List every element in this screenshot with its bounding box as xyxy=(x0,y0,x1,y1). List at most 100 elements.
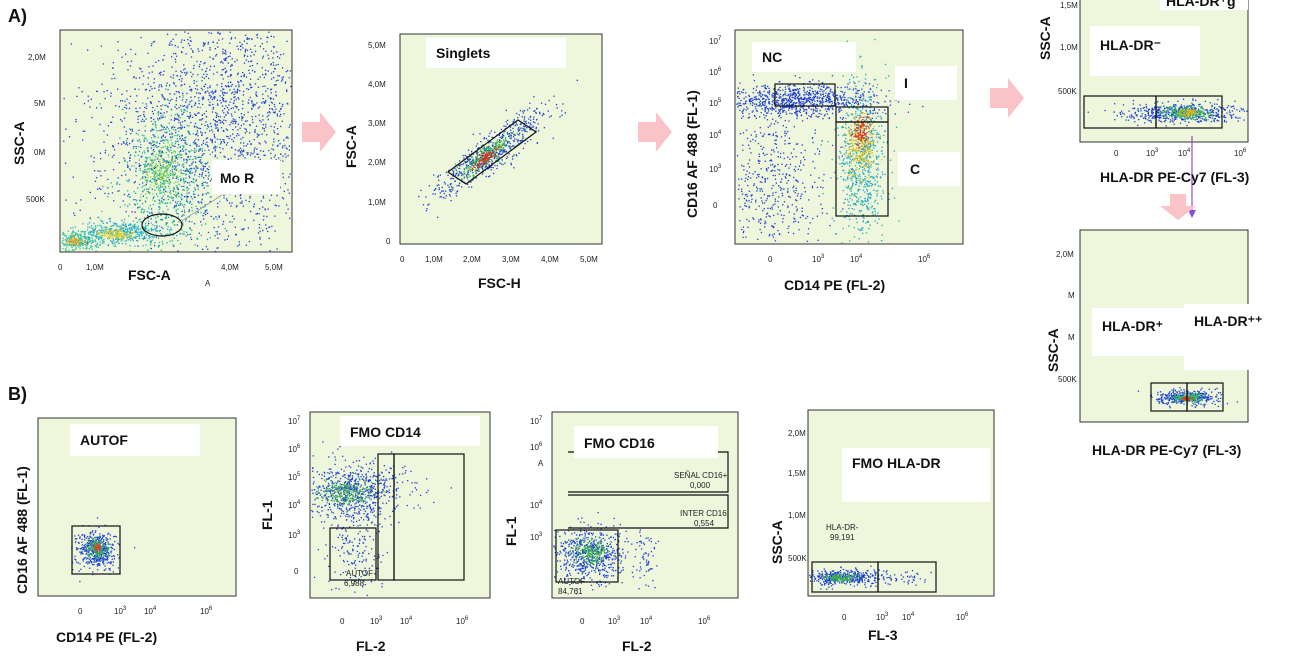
data-point xyxy=(185,162,187,164)
data-point xyxy=(742,92,744,94)
data-point xyxy=(173,83,175,85)
data-point xyxy=(189,89,191,91)
data-point xyxy=(452,174,454,176)
data-point xyxy=(273,111,275,113)
data-point xyxy=(130,129,132,131)
data-point xyxy=(206,212,209,215)
y-axis-label: FSC-A xyxy=(343,125,359,168)
data-point xyxy=(246,49,249,51)
data-point xyxy=(764,107,766,109)
data-point xyxy=(130,133,132,135)
data-point xyxy=(171,156,173,158)
data-point xyxy=(215,127,217,129)
data-point xyxy=(93,229,95,231)
data-point xyxy=(828,99,830,101)
data-point xyxy=(119,228,122,230)
data-point xyxy=(82,139,84,141)
data-point xyxy=(191,76,193,78)
data-point xyxy=(210,65,212,68)
data-point xyxy=(110,228,112,230)
data-point xyxy=(472,162,475,164)
data-point xyxy=(792,92,795,94)
data-point xyxy=(121,228,123,230)
data-point xyxy=(186,186,189,188)
data-point xyxy=(469,171,471,173)
data-point xyxy=(215,146,217,148)
data-point xyxy=(236,90,238,92)
x-axis-label: FSC-H xyxy=(478,275,521,291)
data-point xyxy=(493,148,495,150)
data-point xyxy=(268,237,270,239)
data-point xyxy=(148,167,150,170)
data-point xyxy=(153,236,155,238)
data-point xyxy=(190,181,192,183)
data-point xyxy=(125,174,127,176)
data-point xyxy=(253,149,255,151)
data-point xyxy=(880,89,882,91)
data-point xyxy=(829,101,831,103)
data-point xyxy=(189,116,191,118)
data-point xyxy=(865,109,867,111)
data-point xyxy=(81,239,84,241)
data-point xyxy=(136,226,138,228)
data-point xyxy=(95,237,98,239)
data-point xyxy=(74,244,76,246)
data-point xyxy=(159,152,161,155)
data-point xyxy=(128,167,131,170)
data-point xyxy=(196,184,198,186)
data-point xyxy=(189,158,191,160)
data-point xyxy=(812,97,814,99)
data-point xyxy=(275,159,277,161)
data-point xyxy=(197,194,199,196)
data-point xyxy=(477,160,479,162)
data-point xyxy=(191,162,193,165)
data-point xyxy=(133,145,135,148)
data-point xyxy=(482,147,484,150)
data-point xyxy=(496,148,498,151)
data-point xyxy=(154,156,157,158)
data-point xyxy=(129,160,131,162)
data-point xyxy=(201,80,203,82)
data-point xyxy=(197,106,199,108)
data-point xyxy=(237,150,239,152)
data-point xyxy=(498,160,500,162)
data-point xyxy=(172,197,175,199)
data-point xyxy=(219,233,221,235)
data-point xyxy=(219,95,221,97)
data-point xyxy=(188,220,191,223)
data-point xyxy=(143,230,145,232)
data-point xyxy=(154,180,156,182)
data-point xyxy=(765,115,767,117)
data-point xyxy=(206,128,208,130)
data-point xyxy=(486,163,488,165)
data-point xyxy=(518,126,520,129)
data-point xyxy=(505,151,507,153)
data-point xyxy=(181,189,184,191)
data-point xyxy=(168,191,171,193)
data-point xyxy=(101,236,103,238)
data-point xyxy=(158,199,160,201)
data-point xyxy=(89,106,91,108)
data-point xyxy=(111,186,114,188)
data-point xyxy=(225,105,227,107)
data-point xyxy=(127,69,129,71)
data-point xyxy=(497,141,500,143)
data-point xyxy=(192,50,194,52)
data-point xyxy=(87,232,90,234)
data-point xyxy=(113,230,116,232)
data-point xyxy=(160,155,163,157)
data-point xyxy=(196,145,198,148)
data-point xyxy=(254,104,256,106)
data-point xyxy=(212,73,215,75)
data-point xyxy=(132,233,134,235)
data-point xyxy=(472,174,475,176)
data-point xyxy=(112,116,114,118)
data-point xyxy=(185,174,187,176)
data-point xyxy=(480,159,482,161)
scatter-points xyxy=(736,38,924,244)
data-point xyxy=(821,89,823,91)
data-point xyxy=(179,75,182,77)
data-point xyxy=(84,235,87,238)
data-point xyxy=(230,85,232,87)
data-point xyxy=(476,143,479,145)
